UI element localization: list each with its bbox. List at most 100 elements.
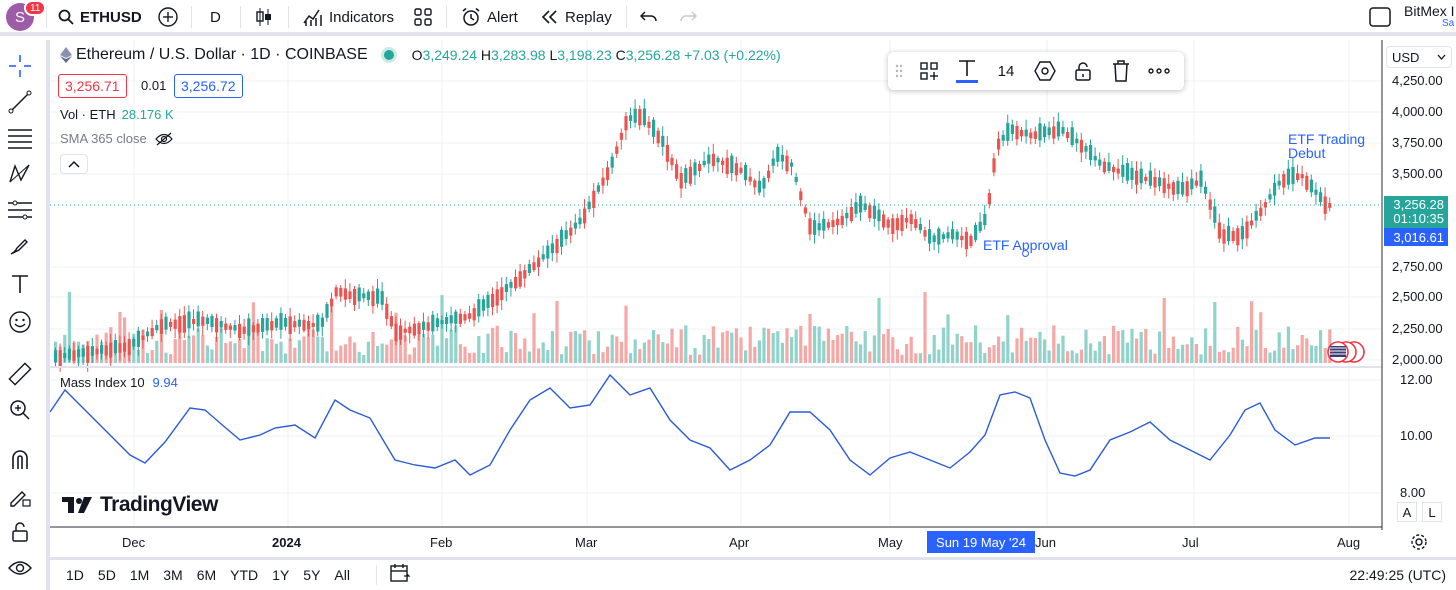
candle-body — [380, 291, 384, 305]
eye-crossed-icon[interactable] — [154, 132, 173, 146]
zoom-tool[interactable] — [6, 396, 34, 424]
candle-body — [445, 317, 449, 325]
compare-button[interactable] — [157, 0, 179, 34]
auto-scale-button[interactable]: A — [1397, 502, 1417, 522]
candle-body — [514, 276, 518, 289]
delete-button[interactable] — [1102, 52, 1140, 90]
redo-button[interactable] — [679, 0, 697, 34]
toolbar-divider — [46, 40, 50, 590]
trend-line-tool[interactable] — [6, 88, 34, 116]
account-name[interactable]: BitMex I — [1404, 3, 1455, 19]
volume-bar — [1291, 349, 1295, 363]
range-button-1m[interactable]: 1M — [129, 567, 150, 583]
alert-button[interactable]: Alert — [461, 0, 518, 34]
candle-body — [1033, 131, 1037, 139]
currency-select[interactable]: USD — [1386, 46, 1452, 68]
sma-legend[interactable]: SMA 365 close — [60, 131, 173, 146]
candle-body — [238, 323, 242, 339]
replay-button[interactable]: Replay — [541, 0, 612, 34]
note-anchor[interactable] — [1022, 250, 1029, 257]
candle-body — [845, 212, 849, 219]
symbol-legend[interactable]: Ethereum / U.S. Dollar · 1D · COINBASE O… — [60, 46, 781, 64]
volume-bar — [836, 335, 840, 363]
range-button-ytd[interactable]: YTD — [230, 567, 259, 583]
volume-legend[interactable]: Vol · ETH 28.176 K — [60, 107, 174, 122]
candle-body — [426, 322, 430, 331]
pattern-tool[interactable] — [6, 160, 34, 188]
tradingview-logo[interactable]: TradingView — [62, 493, 218, 517]
range-button-5d[interactable]: 5D — [97, 567, 116, 583]
measure-tool[interactable] — [6, 360, 34, 388]
clock[interactable]: 22:49:25 (UTC) — [1349, 567, 1446, 583]
volume-bar — [1139, 331, 1143, 363]
hide-tool[interactable] — [6, 554, 34, 582]
candle-body — [707, 154, 711, 164]
grid-icon — [414, 8, 432, 26]
chart-settings-button[interactable] — [1410, 533, 1428, 556]
candle-body — [1043, 126, 1047, 138]
candle-body — [753, 180, 757, 188]
crosshair-tool[interactable] — [6, 52, 34, 80]
account-sub[interactable]: Sa — [1442, 18, 1454, 29]
candle-body — [587, 201, 591, 210]
candle-body — [1319, 192, 1323, 202]
magnet-tool[interactable] — [6, 446, 34, 474]
range-button-6m[interactable]: 6M — [196, 567, 217, 583]
text-tool[interactable] — [6, 270, 34, 298]
buy-button[interactable]: 3,256.72 — [174, 74, 243, 98]
chart-type-button[interactable] — [255, 0, 273, 34]
sell-button[interactable]: 3,256.71 — [58, 74, 127, 98]
volume-bar — [219, 328, 223, 363]
volume-bar — [955, 333, 959, 363]
etf-trading-note[interactable]: ETF Trading Debut — [1288, 132, 1365, 160]
volume-bar — [1148, 349, 1152, 363]
template-button[interactable] — [910, 52, 948, 90]
price-chart[interactable] — [50, 40, 1456, 530]
indicators-button[interactable]: Indicators — [303, 0, 394, 34]
goto-date-button[interactable] — [389, 563, 411, 588]
candle-body — [389, 316, 393, 327]
interval-label: D — [210, 8, 221, 26]
mass-index-legend[interactable]: Mass Index 10 9.94 — [60, 375, 178, 390]
interval-button[interactable]: D — [210, 0, 221, 34]
etf-approval-note[interactable]: ETF Approval — [983, 237, 1068, 253]
fib-tool[interactable] — [6, 124, 34, 152]
log-scale-button[interactable]: L — [1422, 502, 1442, 522]
range-button-5y[interactable]: 5Y — [303, 567, 321, 583]
volume-bar — [1204, 328, 1208, 363]
events-flags[interactable] — [1318, 340, 1368, 364]
range-button-3m[interactable]: 3M — [163, 567, 183, 583]
candle-body — [357, 287, 361, 302]
volume-bar — [339, 345, 343, 363]
settings-button[interactable] — [1026, 52, 1064, 90]
text-color-button[interactable] — [948, 52, 986, 90]
collapse-legend-button[interactable] — [60, 154, 88, 174]
emoji-tool[interactable] — [6, 308, 34, 336]
drag-handle[interactable] — [888, 52, 910, 90]
candle-body — [1089, 144, 1093, 161]
range-button-1d[interactable]: 1D — [66, 567, 84, 583]
undo-button[interactable] — [640, 0, 658, 34]
candle-body — [1328, 203, 1332, 208]
symbol-search-button[interactable]: ETHUSD — [58, 0, 142, 34]
brush-tool[interactable] — [6, 232, 34, 260]
volume-bar — [523, 338, 527, 363]
font-size-button[interactable]: 14 — [986, 52, 1026, 90]
range-button-all[interactable]: All — [334, 567, 350, 583]
volume-bar — [500, 347, 504, 363]
range-button-1y[interactable]: 1Y — [272, 567, 290, 583]
more-button[interactable] — [1140, 52, 1178, 90]
lock-button[interactable] — [1064, 52, 1102, 90]
candle-body — [656, 130, 660, 144]
layout-button[interactable] — [1369, 0, 1391, 34]
candle-body — [1291, 167, 1295, 184]
divider — [446, 6, 447, 28]
volume-bar — [914, 353, 918, 363]
volume-bar — [964, 342, 968, 363]
lock-tool[interactable] — [6, 518, 34, 546]
ruler-icon — [8, 362, 32, 386]
templates-button[interactable] — [414, 0, 432, 34]
stay-drawing-tool[interactable] — [6, 482, 34, 510]
volume-bar — [762, 327, 766, 363]
forecast-tool[interactable] — [6, 196, 34, 224]
